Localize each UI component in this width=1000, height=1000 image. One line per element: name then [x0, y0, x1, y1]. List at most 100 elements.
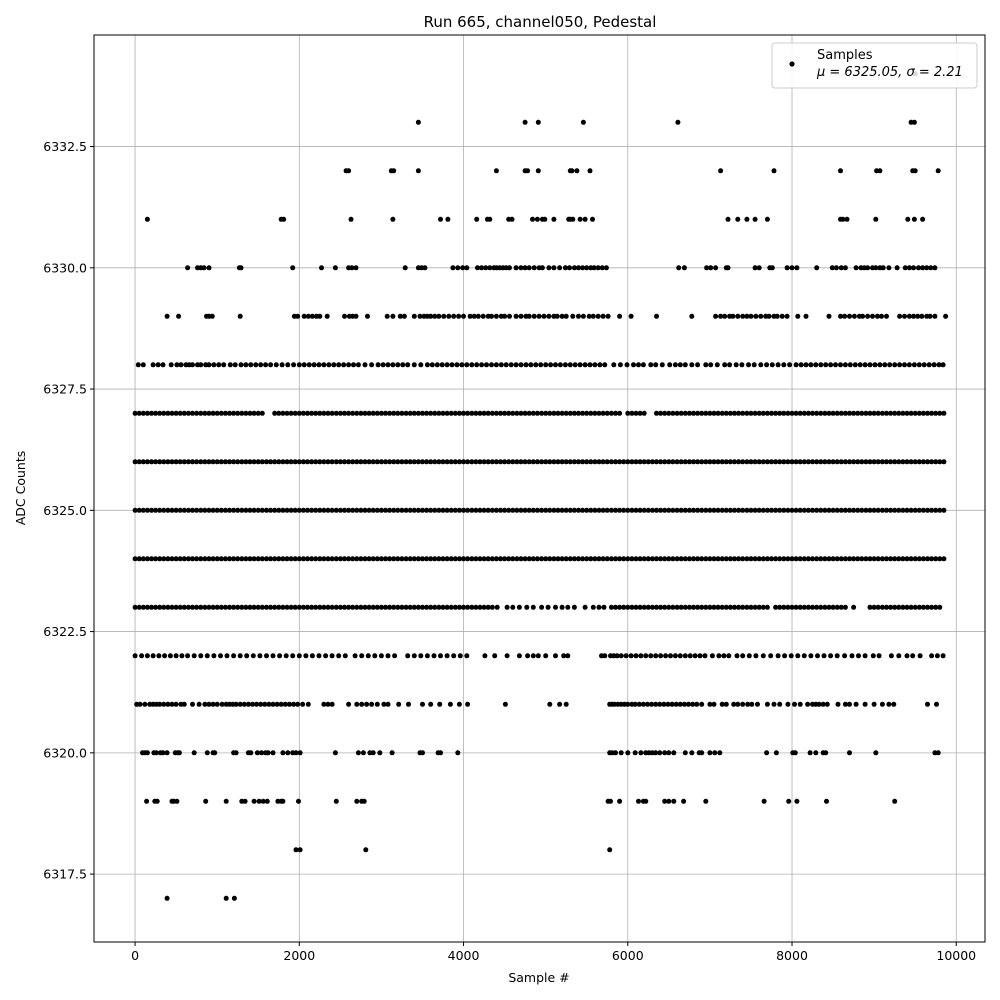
data-point [797, 410, 803, 416]
data-point [378, 556, 384, 562]
data-point [349, 265, 355, 271]
data-point [161, 507, 167, 513]
data-point [276, 507, 282, 513]
data-point [415, 168, 421, 174]
data-point [181, 507, 187, 513]
data-point [874, 313, 880, 319]
data-point [924, 265, 930, 271]
data-point [681, 798, 687, 804]
data-point [387, 604, 393, 610]
data-point [384, 313, 390, 319]
data-point [399, 556, 405, 562]
data-point [703, 556, 709, 562]
data-point [185, 653, 191, 659]
data-point [247, 459, 253, 465]
data-point [629, 410, 635, 416]
data-point [820, 701, 826, 707]
data-point [925, 459, 930, 465]
data-point [288, 556, 294, 562]
data-point [920, 556, 926, 562]
data-point [584, 459, 590, 465]
data-point [892, 459, 898, 465]
data-point [677, 653, 683, 659]
data-point [374, 556, 380, 562]
data-point [276, 459, 282, 465]
data-point [595, 265, 601, 271]
data-point [562, 265, 568, 271]
data-point [563, 556, 569, 562]
data-point [399, 604, 405, 610]
data-point [587, 168, 593, 174]
data-point [136, 507, 142, 513]
data-point [233, 750, 239, 756]
data-point [851, 556, 857, 562]
data-point [842, 701, 848, 707]
data-point [428, 507, 434, 513]
data-point [838, 459, 844, 465]
data-point [707, 604, 713, 610]
data-point [875, 604, 881, 610]
data-point [789, 410, 795, 416]
data-point [272, 459, 278, 465]
data-point [941, 507, 947, 513]
data-point [689, 750, 695, 756]
data-point [782, 653, 788, 659]
data-point [590, 313, 596, 319]
data-point [597, 362, 603, 368]
data-point [366, 604, 372, 610]
data-point [135, 362, 141, 368]
data-point [438, 653, 443, 659]
data-point [769, 362, 775, 368]
data-point [717, 750, 723, 756]
data-point [686, 701, 691, 707]
data-point [769, 459, 774, 465]
data-point [745, 701, 751, 707]
data-point [173, 701, 179, 707]
data-point [351, 362, 356, 368]
data-point [873, 750, 879, 756]
data-point [300, 556, 306, 562]
data-point [857, 362, 863, 368]
data-point [293, 750, 299, 756]
data-point [346, 701, 352, 707]
data-point [157, 556, 163, 562]
data-point [235, 410, 241, 416]
data-point [582, 604, 588, 610]
data-point [296, 362, 302, 368]
data-point [516, 604, 522, 610]
data-point [793, 556, 799, 562]
data-point [808, 653, 814, 659]
data-point [358, 507, 364, 513]
data-point [645, 556, 651, 562]
data-point [493, 507, 499, 513]
data-point [173, 410, 179, 416]
data-point [284, 604, 290, 610]
data-point [296, 798, 301, 804]
data-point [264, 604, 269, 610]
data-point [592, 410, 598, 416]
data-point [194, 410, 200, 416]
data-point [596, 556, 602, 562]
data-point [465, 701, 471, 707]
data-point [493, 313, 499, 319]
data-point [477, 459, 483, 465]
data-point [849, 653, 855, 659]
data-point [539, 459, 545, 465]
data-point [437, 701, 443, 707]
data-point [150, 362, 156, 368]
data-point [555, 556, 561, 562]
data-point [604, 507, 610, 513]
data-point [734, 653, 740, 659]
data-point [591, 265, 597, 271]
data-point [818, 410, 824, 416]
data-point [916, 362, 922, 368]
data-point [911, 216, 917, 222]
data-point [227, 459, 232, 465]
data-point [723, 556, 729, 562]
data-point [559, 604, 565, 610]
data-point [534, 216, 540, 222]
data-point [855, 459, 861, 465]
data-point [937, 459, 943, 465]
data-point [174, 798, 180, 804]
data-point [781, 410, 787, 416]
